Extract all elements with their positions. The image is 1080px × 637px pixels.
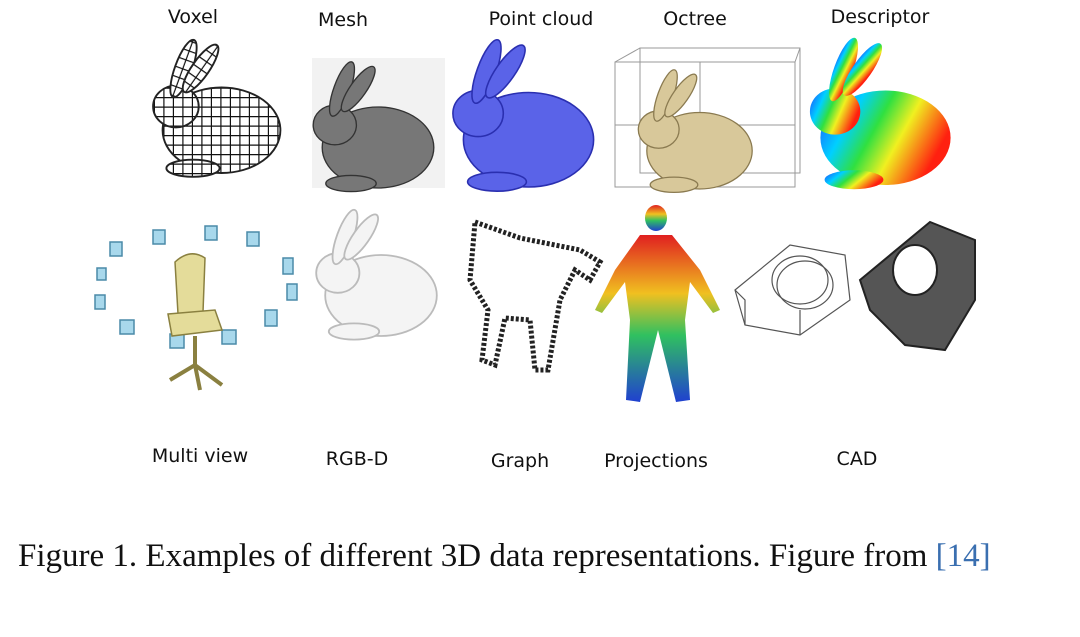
caption-citation[interactable]: [14] xyxy=(935,538,991,574)
cad-wireframe xyxy=(734,244,851,336)
multi-view-cameras xyxy=(94,225,298,349)
rgbd-bunny xyxy=(315,206,438,341)
figure-illustrations: Voxel Mesh Point cloud Octree Descriptor… xyxy=(94,6,976,472)
label-voxel: Voxel xyxy=(168,6,218,28)
projection-human xyxy=(595,205,720,402)
label-descriptor: Descriptor xyxy=(831,6,930,28)
label-point-cloud: Point cloud xyxy=(489,8,594,30)
caption-text: Examples of different 3D data representa… xyxy=(145,538,928,574)
label-mesh: Mesh xyxy=(318,9,368,31)
octree-bunny xyxy=(637,66,753,194)
cad-solid xyxy=(858,220,976,352)
chair xyxy=(167,253,224,391)
voxel-bunny xyxy=(152,36,282,178)
label-octree: Octree xyxy=(663,8,727,30)
point-cloud-bunny xyxy=(452,35,595,192)
caption-label: Figure 1. xyxy=(18,538,138,574)
label-graph: Graph xyxy=(491,450,549,472)
descriptor-bunny xyxy=(809,34,951,190)
label-multi-view: Multi view xyxy=(152,445,248,467)
label-rgbd: RGB-D xyxy=(326,448,388,470)
graph-horse xyxy=(467,218,604,373)
figure-caption: Figure 1. Examples of different 3D data … xyxy=(18,532,1052,580)
label-projections: Projections xyxy=(604,450,708,472)
label-cad: CAD xyxy=(837,448,878,470)
